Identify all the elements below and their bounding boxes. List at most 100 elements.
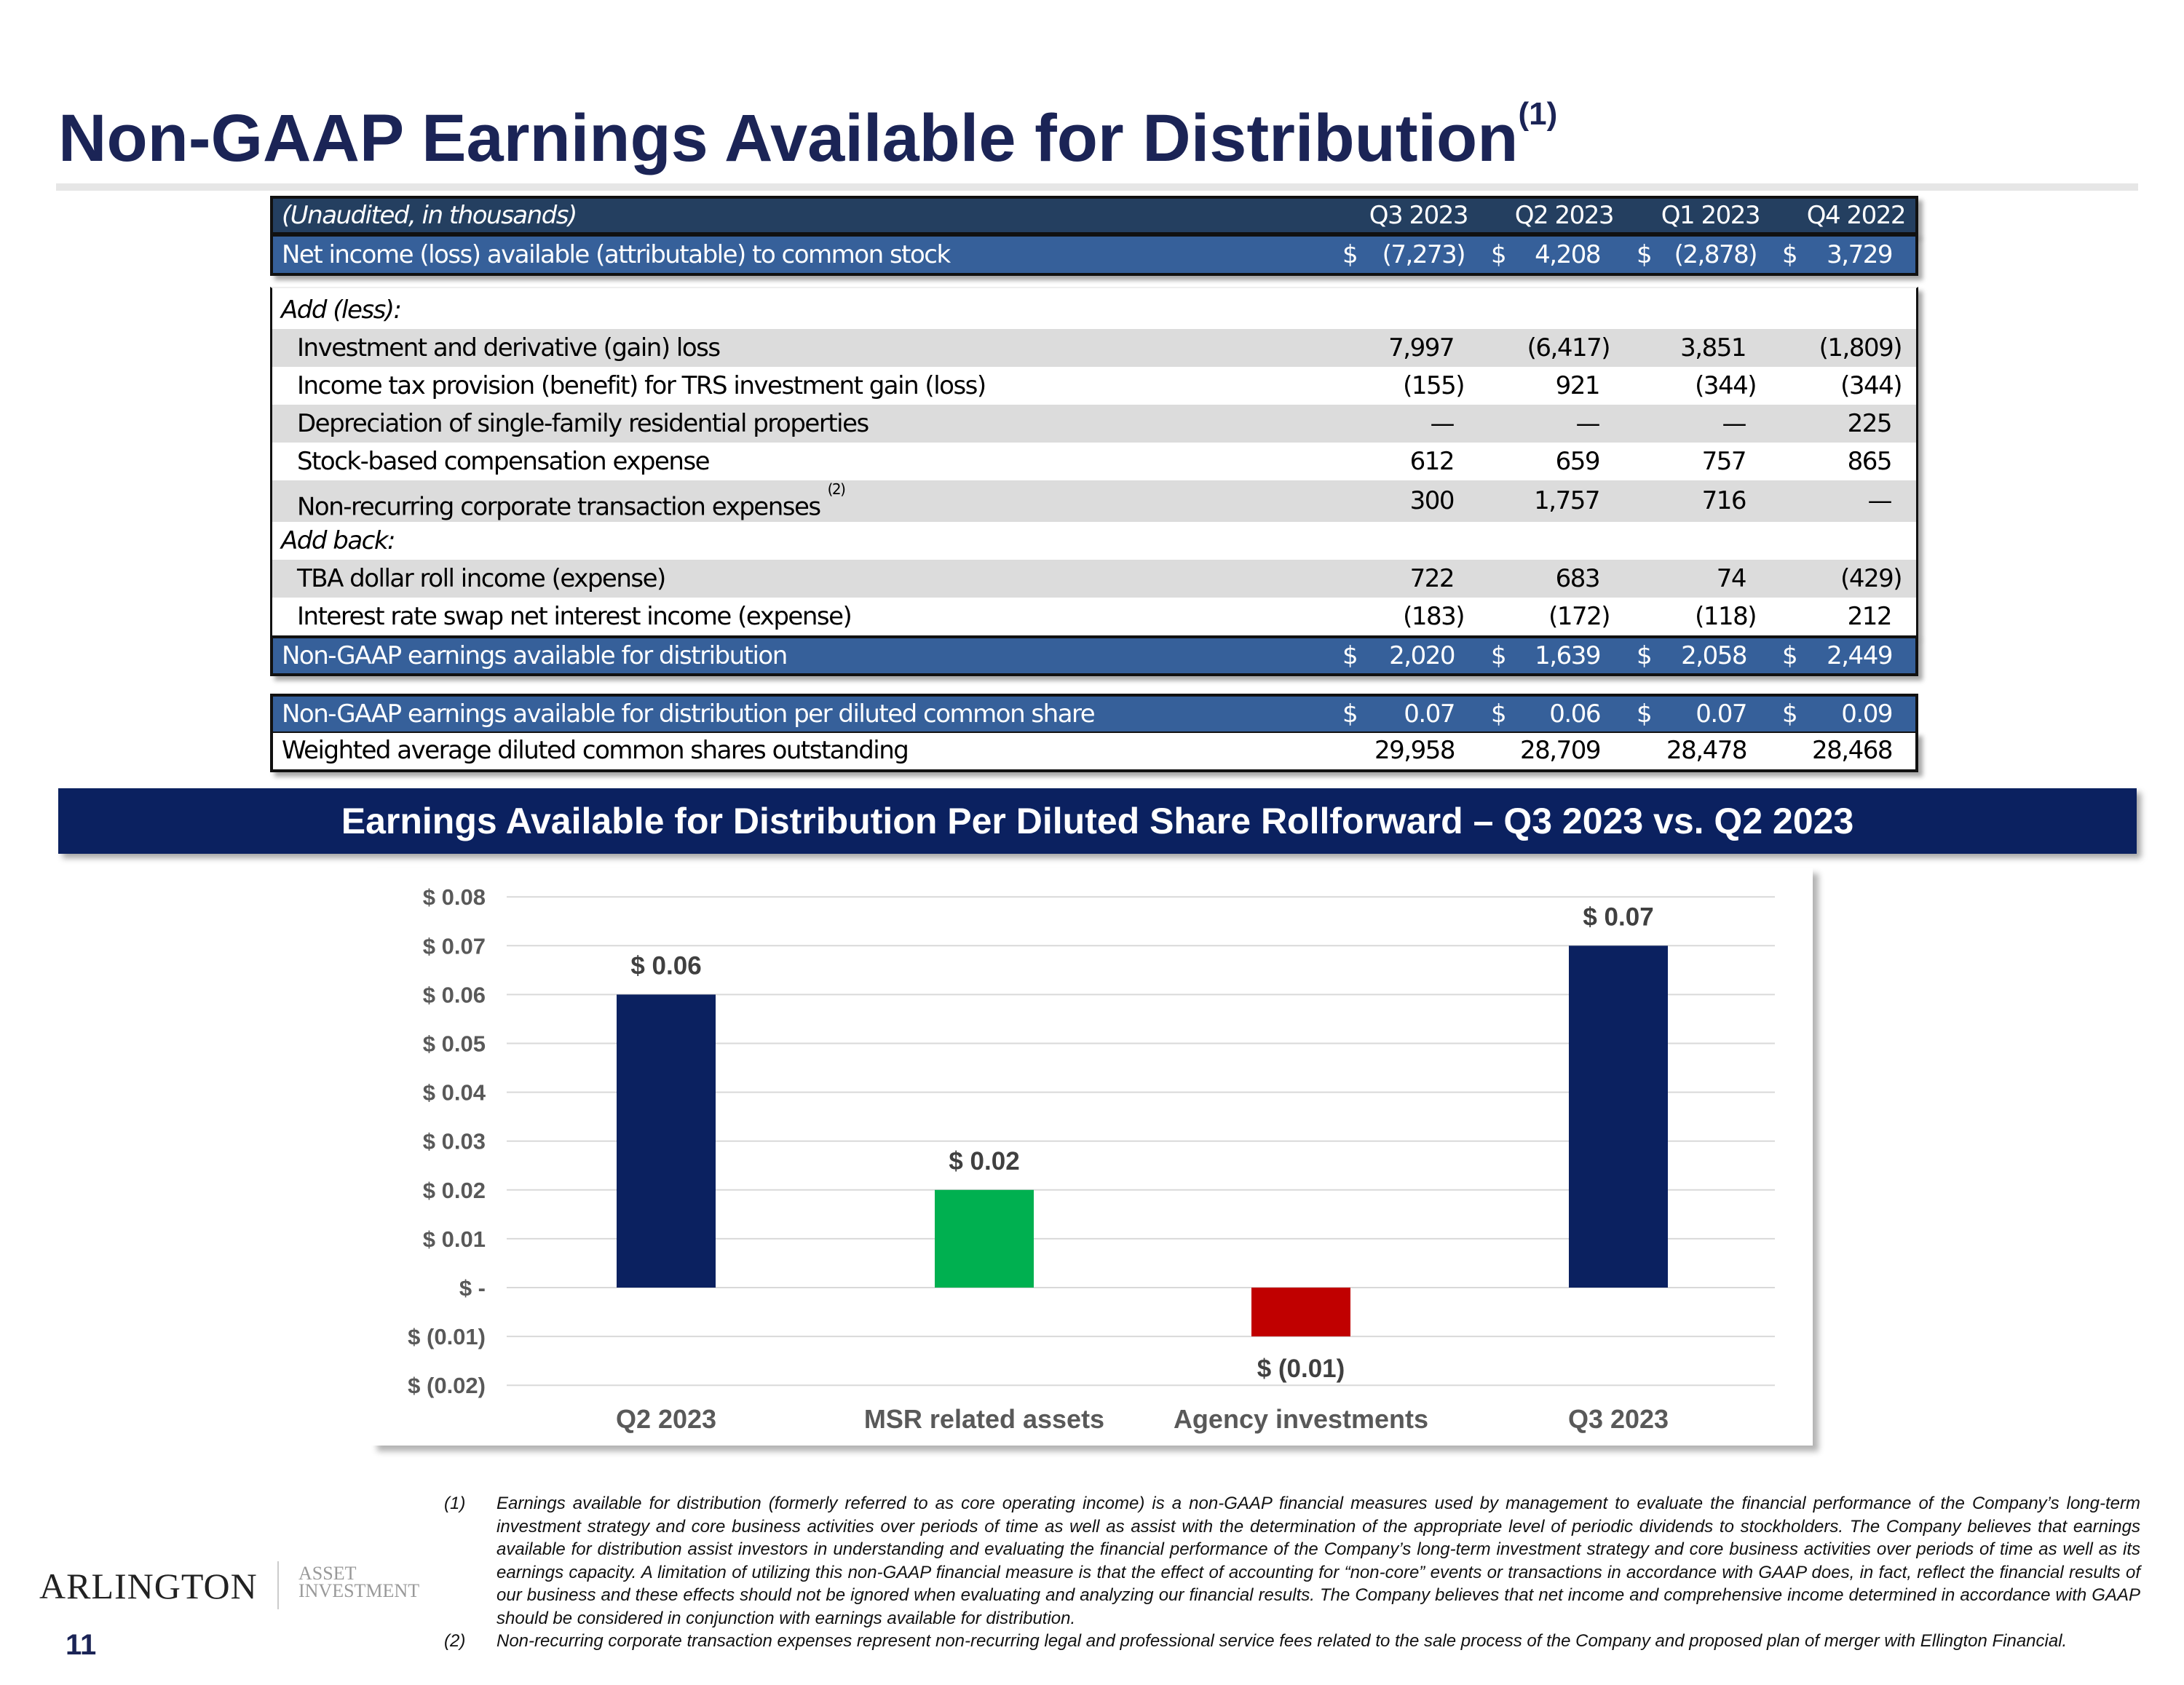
y-tick-label: $ 0.01: [423, 1226, 486, 1252]
value-cell: 28,468: [1812, 736, 1893, 765]
value-cell: 0.07: [1404, 699, 1455, 729]
row-label-text: Stock-based compensation expense: [297, 447, 711, 476]
value-cell: 1,757: [1534, 486, 1600, 515]
value-cell: 28,478: [1666, 736, 1747, 765]
table-row: Income tax provision (benefit) for TRS i…: [270, 367, 1918, 405]
table-row: Stock-based compensation expense 612 659 75…: [270, 443, 1918, 480]
value-cell: 28,709: [1520, 736, 1601, 765]
title-divider: [56, 183, 2138, 191]
data-label: $ 0.06: [630, 951, 701, 980]
row-label: Add (less):: [281, 291, 402, 329]
value-cell: 0.09: [1841, 699, 1893, 729]
value-cell: (155): [1403, 371, 1465, 400]
logo-sub-line: INVESTMENT: [298, 1580, 420, 1601]
table-row: Interest rate swap net interest income (…: [270, 598, 1918, 635]
x-category-label: Q2 2023: [616, 1404, 716, 1434]
value-cell: 3,851: [1680, 333, 1746, 362]
value-cell: —: [1722, 409, 1747, 438]
chart-banner: Earnings Available for Distribution Per …: [58, 788, 2137, 854]
value-cell: (1,809): [1819, 333, 1903, 362]
x-category-label: MSR related assets: [864, 1404, 1104, 1434]
currency-symbol: $: [1342, 240, 1358, 269]
table-header-row: (Unaudited, in thousands) Q3 2023 Q2 2023 Q…: [270, 196, 1918, 235]
logo-divider: [277, 1561, 279, 1609]
row-label-text: (Unaudited, in thousands): [282, 201, 577, 230]
y-tick-label: $ (0.01): [408, 1324, 486, 1349]
value-cell: 2,020: [1389, 641, 1455, 670]
row-label-text: Add back:: [281, 526, 396, 555]
row-label-text: Investment and derivative (gain) loss: [297, 333, 721, 362]
shares-row: Weighted average diluted common shares o…: [270, 732, 1918, 772]
currency-symbol: $: [1782, 699, 1798, 729]
row-label: Non-recurring corporate transaction expe…: [297, 480, 846, 528]
bar: [617, 994, 716, 1288]
value-cell: (429): [1840, 564, 1902, 593]
page-title: Non-GAAP Earnings Available for Distribu…: [58, 96, 1557, 177]
currency-symbol: $: [1782, 240, 1798, 269]
row-label: TBA dollar roll income (expense): [297, 560, 666, 598]
value-cell: 716: [1701, 486, 1747, 515]
page-number: 11: [66, 1629, 97, 1661]
row-label: Income tax provision (benefit) for TRS i…: [297, 367, 986, 405]
net-income-row: Net income (loss) available (attributabl…: [270, 234, 1918, 276]
bar: [1251, 1288, 1350, 1337]
value-cell: 2,449: [1827, 641, 1893, 670]
row-label-text: Weighted average diluted common shares o…: [282, 736, 909, 765]
table-row: TBA dollar roll income (expense) 722 683 74…: [270, 560, 1918, 598]
footnotes: (1) Earnings available for distribution (…: [444, 1492, 2140, 1653]
footnote-number: (1): [444, 1494, 466, 1513]
table-row: Non-recurring corporate transaction expe…: [270, 480, 1918, 522]
bar: [935, 1189, 1034, 1288]
value-cell: 4,208: [1535, 240, 1601, 269]
value-cell: 0.07: [1696, 699, 1747, 729]
chart-svg: $ 0.08 $ 0.07 $ 0.06 $ 0.05 $ 0.04 $ 0.03 $ 0.…: [408, 884, 1775, 1434]
data-label: $ (0.01): [1257, 1355, 1345, 1383]
y-tick-label: $ -: [459, 1275, 486, 1301]
row-label: Interest rate swap net interest income (…: [297, 598, 852, 635]
y-tick-label: $ 0.07: [423, 933, 486, 959]
value-cell: —: [1867, 486, 1893, 515]
table-row: Depreciation of single-family residentia…: [270, 405, 1918, 443]
bar: [1569, 945, 1668, 1288]
currency-symbol: $: [1491, 240, 1507, 269]
y-tick-label: $ (0.02): [408, 1373, 486, 1398]
y-tick-label: $ 0.04: [423, 1080, 486, 1106]
title-footnote-ref: (1): [1518, 96, 1558, 132]
value-cell: (118): [1695, 602, 1757, 631]
y-tick-label: $ 0.02: [423, 1178, 486, 1203]
value-cell: Q3 2023: [1369, 201, 1469, 230]
y-tick-label: $ 0.03: [423, 1129, 486, 1154]
row-label-text: Depreciation of single-family residentia…: [297, 409, 869, 438]
value-cell: 0.06: [1549, 699, 1601, 729]
value-cell: (6,417): [1527, 333, 1611, 362]
y-tick-label: $ 0.05: [423, 1031, 486, 1057]
logo-subtitle: ASSET INVESTMENT: [298, 1564, 420, 1601]
footnote-text: Earnings available for distribution (for…: [496, 1494, 2140, 1628]
x-category-label: Q3 2023: [1568, 1404, 1669, 1434]
row-label: Non-GAAP earnings available for distribu…: [282, 638, 788, 673]
value-cell: 683: [1555, 564, 1601, 593]
footnote-text: Non-recurring corporate transaction expe…: [496, 1631, 2068, 1651]
value-cell: (183): [1403, 602, 1465, 631]
row-label: Non-GAAP earnings available for distribu…: [282, 697, 1096, 732]
value-cell: (7,273): [1382, 240, 1466, 269]
value-cell: 3,729: [1827, 240, 1893, 269]
footnote-ref: (2): [827, 480, 846, 498]
footnote-1: (1) Earnings available for distribution (…: [444, 1492, 2140, 1630]
row-label-text: Non-GAAP earnings available for distribu…: [282, 641, 788, 670]
currency-symbol: $: [1637, 641, 1653, 670]
row-label-text: Interest rate swap net interest income (…: [297, 602, 852, 631]
currency-symbol: $: [1342, 699, 1358, 729]
value-cell: (344): [1840, 371, 1902, 400]
value-cell: 74: [1716, 564, 1747, 593]
row-label-text: Net income (loss) available (attributabl…: [282, 240, 951, 269]
value-cell: Q2 2023: [1514, 201, 1615, 230]
currency-symbol: $: [1491, 641, 1507, 670]
value-cell: 225: [1847, 409, 1893, 438]
footnote-number: (2): [444, 1631, 466, 1651]
data-label: $ 0.07: [1583, 903, 1653, 931]
value-cell: 300: [1409, 486, 1455, 515]
y-tick-label: $ 0.08: [423, 884, 486, 910]
row-label-text: Non-recurring corporate transaction expe…: [297, 492, 821, 522]
row-label: Add back:: [281, 522, 396, 560]
